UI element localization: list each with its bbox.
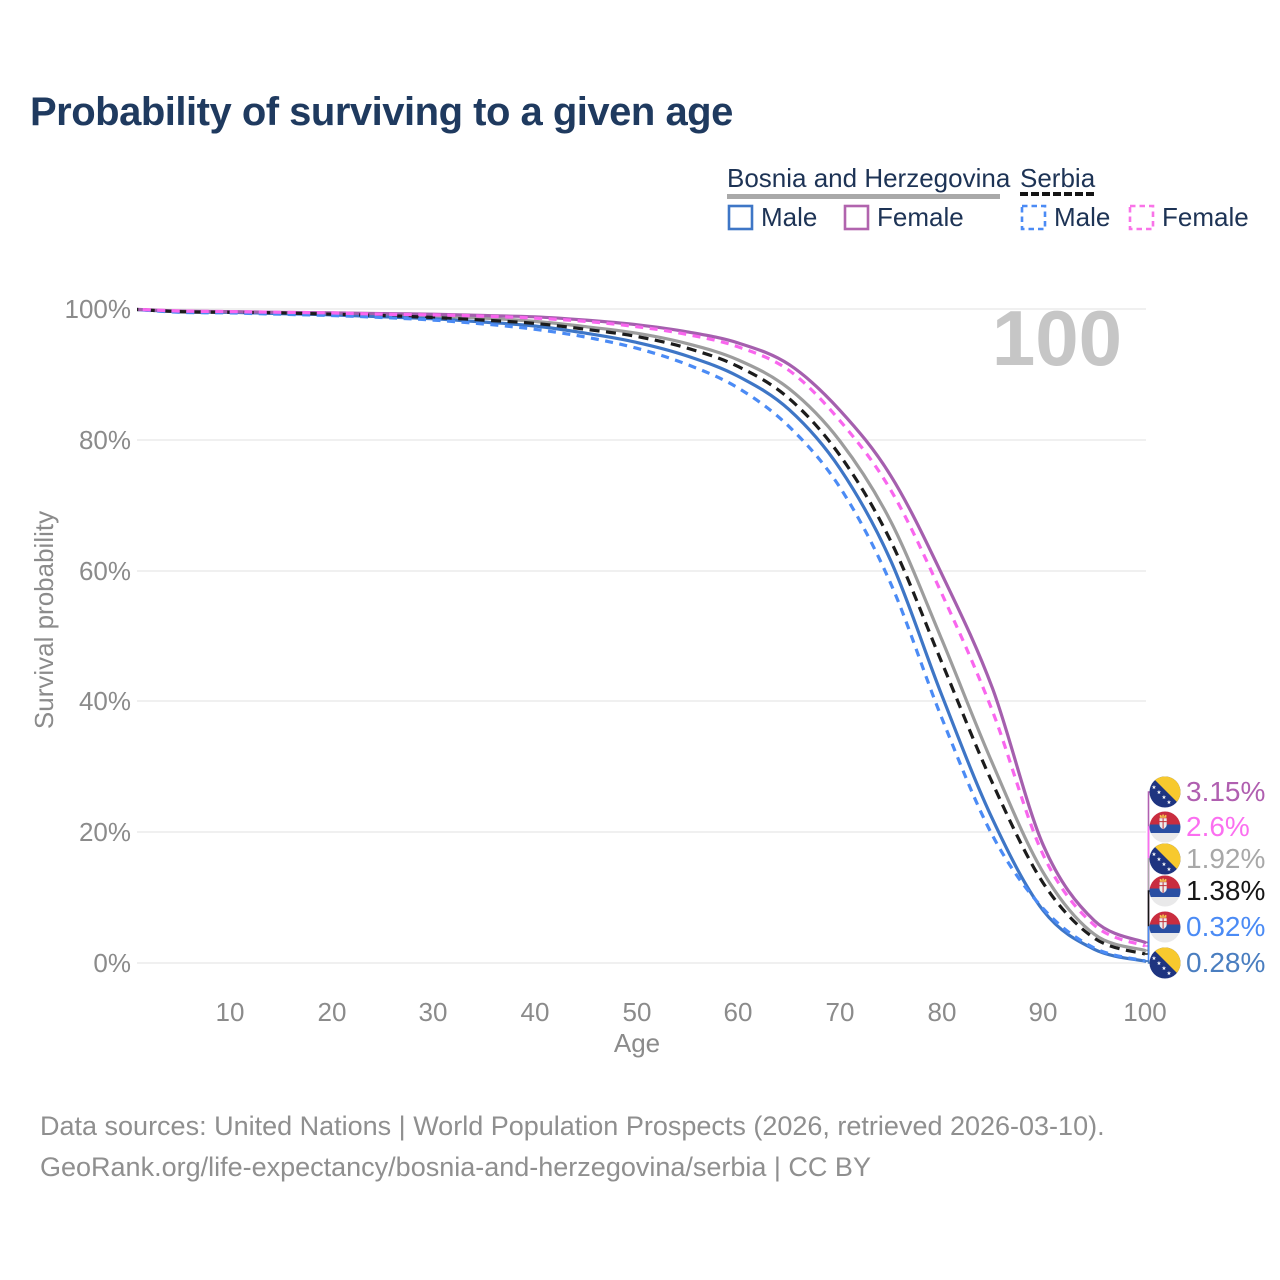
legend-item-bosnia-female[interactable]: Female [843, 202, 964, 233]
bosnia-and-herzegovina-flag-icon [1149, 947, 1181, 979]
x-tick-label: 90 [1028, 997, 1058, 1027]
page-title: Probability of surviving to a given age [30, 90, 733, 134]
checkbox-swatch-icon[interactable] [843, 204, 870, 231]
legend-item-bosnia-male[interactable]: Male [727, 202, 817, 233]
legend-line-sample-serbia [1020, 192, 1094, 196]
x-tick-label: 40 [520, 997, 550, 1027]
legend-item-serbia-female[interactable]: Female [1128, 202, 1249, 233]
survival-curve-bosnia-female [137, 307, 1147, 944]
y-tick-label: 40% [78, 686, 131, 716]
checkbox-swatch-icon[interactable] [1128, 204, 1155, 231]
bosnia-and-herzegovina-flag-icon [1149, 843, 1181, 875]
serbia-flag-icon [1149, 811, 1181, 843]
y-tick-label: 20% [78, 817, 131, 847]
end-value-label: 0.28% [1186, 947, 1266, 978]
y-tick-label: 60% [78, 556, 131, 586]
end-value-label: 0.32% [1186, 911, 1266, 942]
checkbox-swatch-icon[interactable] [1020, 204, 1047, 231]
y-tick-label: 0% [93, 948, 131, 978]
legend-group-label-bosnia: Bosnia and Herzegovina [727, 163, 1011, 193]
end-value-label: 2.6% [1186, 811, 1250, 842]
end-label-row: 2.6% [1149, 810, 1250, 844]
end-label-row: 1.38% [1149, 874, 1265, 908]
age-watermark: 100 [991, 294, 1122, 382]
end-label-row: 3.15% [1149, 775, 1265, 809]
survival-curve-serbia-both [137, 307, 1146, 956]
checkbox-swatch-icon[interactable] [727, 204, 754, 231]
end-label-row: 0.32% [1149, 910, 1265, 944]
x-tick-label: 100 [1123, 997, 1167, 1027]
attribution-line: GeoRank.org/life-expectancy/bosnia-and-h… [40, 1152, 871, 1182]
bosnia-and-herzegovina-flag-icon [1149, 776, 1181, 808]
x-tick-label: 80 [927, 997, 957, 1027]
x-tick-label: 30 [418, 997, 448, 1027]
y-tick-label: 80% [78, 425, 131, 455]
serbia-flag-icon [1149, 875, 1181, 907]
x-axis-title: Age [613, 1028, 661, 1058]
end-value-label: 1.38% [1186, 875, 1266, 906]
legend-item-label: Female [877, 202, 964, 232]
end-label-row: 1.92% [1149, 842, 1265, 876]
legend-group-label-serbia: Serbia [1020, 163, 1096, 193]
x-tick-label: 60 [723, 997, 753, 1027]
legend-item-label: Female [1162, 202, 1249, 232]
survival-curve-serbia-female [137, 307, 1146, 948]
legend-line-sample-bosnia [727, 194, 1000, 199]
legend-item-label: Male [761, 202, 818, 232]
x-tick-label: 70 [825, 997, 855, 1027]
survival-curve-serbia-male [137, 307, 1146, 963]
legend-item-serbia-male[interactable]: Male [1020, 202, 1110, 233]
survival-curve-bosnia-male [137, 307, 1147, 963]
y-tick-label: 100% [64, 294, 132, 324]
data-sources-line: Data sources: United Nations | World Pop… [40, 1111, 1105, 1141]
x-tick-label: 20 [317, 997, 347, 1027]
legend-item-label: Male [1054, 202, 1111, 232]
x-tick-label: 50 [622, 997, 652, 1027]
serbia-flag-icon [1149, 911, 1181, 943]
end-value-label: 3.15% [1186, 776, 1266, 807]
x-tick-label: 10 [215, 997, 245, 1027]
end-value-label: 1.92% [1186, 843, 1266, 874]
data-sources-footer: Data sources: United Nations | World Pop… [40, 1106, 1105, 1188]
end-label-row: 0.28% [1149, 946, 1265, 980]
survival-curve-bosnia-both [137, 307, 1147, 952]
